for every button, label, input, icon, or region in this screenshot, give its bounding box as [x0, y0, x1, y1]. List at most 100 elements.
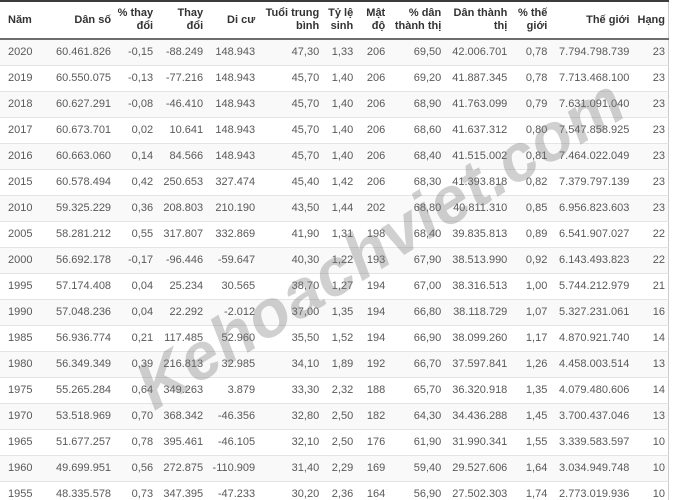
column-header-density: Mật độ — [356, 0, 389, 40]
cell-rank: 10 — [632, 429, 669, 456]
column-header-pct_change: % thay đổi — [114, 0, 157, 40]
cell-change: 349.263 — [156, 377, 207, 404]
table-row-2005: 2005 58.281.212 0,55 317.807 332.869 41,90 1,3… — [0, 221, 669, 248]
cell-fertility_rate: 2,36 — [322, 481, 357, 500]
cell-urban_population: 41.763.099 — [444, 91, 511, 118]
cell-pct_world: 0,89 — [510, 221, 551, 248]
cell-median_age: 45,70 — [258, 117, 323, 144]
cell-urban_population: 41.637.312 — [444, 117, 511, 144]
cell-median_age: 43,50 — [258, 195, 323, 222]
cell-density: 194 — [356, 325, 389, 352]
cell-population: 55.265.284 — [40, 377, 115, 404]
cell-change: -88.249 — [156, 39, 207, 66]
cell-pct_change: -0,08 — [114, 91, 157, 118]
table-body: 2020 60.461.826 -0,15 -88.249 148.943 47,30 1,… — [0, 39, 669, 500]
cell-world_population: 3.034.949.748 — [550, 455, 633, 482]
cell-pct_world: 1,07 — [510, 299, 551, 326]
cell-pct_change: 0,21 — [114, 325, 157, 352]
cell-world_population: 6.143.493.823 — [550, 247, 633, 274]
column-header-change: Thay đổi — [156, 0, 207, 40]
cell-rank: 13 — [632, 351, 669, 378]
cell-change: 25.234 — [156, 273, 207, 300]
cell-pct_urban: 67,90 — [388, 247, 445, 274]
cell-pct_world: 0,81 — [510, 143, 551, 170]
cell-fertility_rate: 1,42 — [322, 169, 357, 196]
table-row-1965: 1965 51.677.257 0,78 395.461 -46.105 32,10 2,5… — [0, 429, 669, 456]
cell-density: 206 — [356, 169, 389, 196]
cell-pct_world: 1,55 — [510, 429, 551, 456]
cell-rank: 21 — [632, 273, 669, 300]
cell-pct_change: -0,15 — [114, 39, 157, 66]
cell-density: 164 — [356, 481, 389, 500]
cell-density: 206 — [356, 143, 389, 170]
cell-urban_population: 39.835.813 — [444, 221, 511, 248]
cell-world_population: 7.547.858.925 — [550, 117, 633, 144]
cell-pct_change: 0,70 — [114, 403, 157, 430]
cell-urban_population: 38.118.729 — [444, 299, 511, 326]
cell-world_population: 3.700.437.046 — [550, 403, 633, 430]
table-row-2017: 2017 60.673.701 0,02 10.641 148.943 45,70 1,40… — [0, 117, 669, 144]
cell-urban_population: 41.393.818 — [444, 169, 511, 196]
cell-density: 202 — [356, 195, 389, 222]
cell-median_age: 47,30 — [258, 39, 323, 66]
cell-density: 194 — [356, 273, 389, 300]
cell-urban_population: 36.320.918 — [444, 377, 511, 404]
table-row-2010: 2010 59.325.229 0,36 208.803 210.190 43,50 1,4… — [0, 195, 669, 222]
cell-population: 49.699.951 — [40, 455, 115, 482]
cell-migration: 210.190 — [206, 195, 259, 222]
cell-year: 2005 — [0, 221, 41, 248]
cell-rank: 22 — [632, 221, 669, 248]
cell-world_population: 7.379.797.139 — [550, 169, 633, 196]
cell-fertility_rate: 1,31 — [322, 221, 357, 248]
cell-urban_population: 34.436.288 — [444, 403, 511, 430]
cell-world_population: 6.541.907.027 — [550, 221, 633, 248]
table-row-2016: 2016 60.663.060 0,14 84.566 148.943 45,70 1,40… — [0, 143, 669, 170]
table-row-1990: 1990 57.048.236 0,04 22.292 -2.012 37,00 1,35 1… — [0, 299, 669, 326]
cell-rank: 23 — [632, 195, 669, 222]
cell-pct_change: 0,04 — [114, 299, 157, 326]
cell-year: 1965 — [0, 429, 41, 456]
cell-year: 1985 — [0, 325, 41, 352]
table-row-2018: 2018 60.627.291 -0,08 -46.410 148.943 45,70 1,… — [0, 91, 669, 118]
cell-migration: 148.943 — [206, 65, 259, 92]
cell-population: 56.936.774 — [40, 325, 115, 352]
column-header-rank: Hạng — [632, 0, 669, 40]
cell-urban_population: 31.990.341 — [444, 429, 511, 456]
cell-year: 1990 — [0, 299, 41, 326]
cell-density: 192 — [356, 351, 389, 378]
cell-pct_world: 0,85 — [510, 195, 551, 222]
table-row-2019: 2019 60.550.075 -0,13 -77.216 148.943 45,70 1,… — [0, 65, 669, 92]
cell-fertility_rate: 2,29 — [322, 455, 357, 482]
cell-migration: -2.012 — [206, 299, 259, 326]
cell-population: 60.461.826 — [40, 39, 115, 66]
cell-world_population: 7.464.022.049 — [550, 143, 633, 170]
cell-pct_urban: 68,30 — [388, 169, 445, 196]
cell-pct_urban: 66,80 — [388, 299, 445, 326]
table-row-1985: 1985 56.936.774 0,21 117.485 52.960 35,50 1,52… — [0, 325, 669, 352]
cell-world_population: 6.956.823.603 — [550, 195, 633, 222]
cell-median_age: 31,40 — [258, 455, 323, 482]
cell-rank: 23 — [632, 169, 669, 196]
cell-world_population: 4.870.921.740 — [550, 325, 633, 352]
table-row-1980: 1980 56.349.349 0,39 216.813 32.985 34,10 1,89… — [0, 351, 669, 378]
cell-pct_urban: 65,70 — [388, 377, 445, 404]
cell-pct_change: 0,64 — [114, 377, 157, 404]
cell-pct_world: 1,35 — [510, 377, 551, 404]
cell-pct_change: 0,14 — [114, 143, 157, 170]
cell-migration: -59.647 — [206, 247, 259, 274]
cell-density: 169 — [356, 455, 389, 482]
table-header-row: Năm Dân số% thay đổi Thay đổi Di cư Tuổi tru… — [0, 0, 669, 40]
cell-migration: -46.105 — [206, 429, 259, 456]
cell-pct_urban: 68,60 — [388, 117, 445, 144]
cell-pct_world: 0,80 — [510, 117, 551, 144]
cell-density: 206 — [356, 39, 389, 66]
cell-pct_change: -0,13 — [114, 65, 157, 92]
cell-pct_change: 0,42 — [114, 169, 157, 196]
cell-pct_world: 1,00 — [510, 273, 551, 300]
cell-migration: 332.869 — [206, 221, 259, 248]
cell-rank: 23 — [632, 91, 669, 118]
table-row-1975: 1975 55.265.284 0,64 349.263 3.879 33,30 2,32 1… — [0, 377, 669, 404]
cell-change: 208.803 — [156, 195, 207, 222]
